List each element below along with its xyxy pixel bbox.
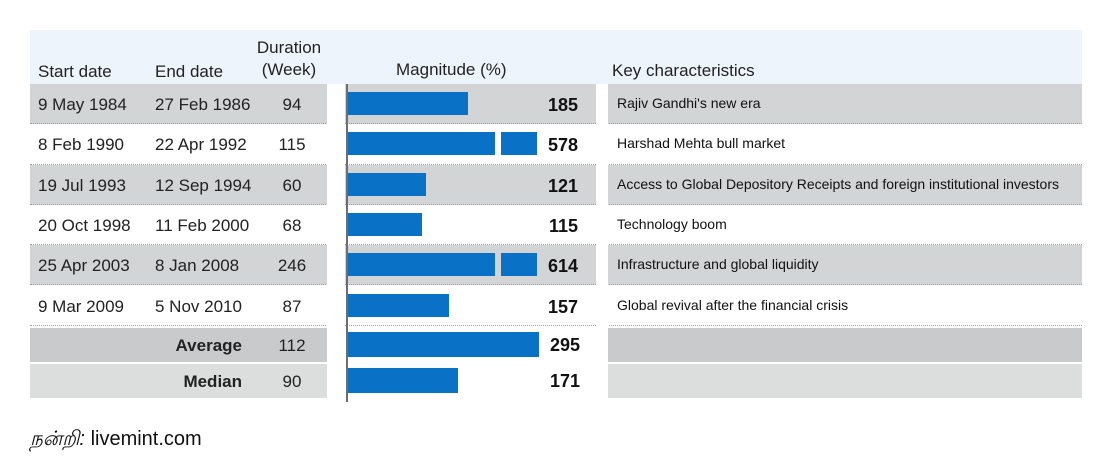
row-3-key-characteristic: Access to Global Depository Receipts and… <box>617 175 1059 192</box>
row-4-end-date: 11 Feb 2000 <box>155 215 250 235</box>
row-1-magnitude-label: 185 <box>547 95 578 115</box>
row-4-duration: 68 <box>282 215 302 235</box>
credit-prefix: நன்றி: <box>30 428 85 450</box>
summary-median-band-left <box>30 363 327 398</box>
summary-median-band-right <box>608 363 1082 398</box>
row-4-key-characteristic: Technology boom <box>617 215 727 232</box>
row-2-duration: 115 <box>278 135 306 155</box>
summary-average-band-right <box>608 327 1082 362</box>
row-2-bar-segment-1 <box>348 132 495 156</box>
row-1-start-date: 9 May 1984 <box>38 95 127 114</box>
row-6-band <box>30 285 1082 326</box>
row-6-bar <box>348 293 449 317</box>
row-5-start-date: 25 Apr 2003 <box>38 256 130 276</box>
row-1-key-characteristic: Rajiv Gandhi's new era <box>617 95 761 111</box>
row-2-end-date: 22 Apr 1992 <box>155 135 247 155</box>
row-1-duration: 94 <box>282 95 302 114</box>
summary-median-label: Median <box>183 371 242 391</box>
row-3-start-date: 19 Jul 1993 <box>38 175 126 195</box>
row-5-band <box>30 245 1082 286</box>
row-5-key-characteristic: Infrastructure and global liquidity <box>617 256 819 273</box>
row-5-duration: 246 <box>277 256 307 276</box>
row-2-band <box>30 124 1082 165</box>
summary-average-duration: 112 <box>278 335 306 355</box>
row-3-band <box>30 164 1082 205</box>
row-3-end-date: 12 Sep 1994 <box>155 175 252 195</box>
header-key-characteristics: Key characteristics <box>612 61 755 80</box>
row-4-magnitude-label: 115 <box>548 215 578 236</box>
row-5-bar-segment-2 <box>501 253 537 277</box>
header-background <box>30 30 1082 84</box>
header-duration-line1: Duration <box>256 38 322 57</box>
summary-average-label: Average <box>175 335 242 355</box>
row-3-magnitude-label: 121 <box>547 175 578 196</box>
summary-average-bar <box>348 331 539 357</box>
header-magnitude: Magnitude (%) <box>396 60 507 79</box>
summary-median-duration: 90 <box>282 371 302 391</box>
row-2-bar-segment-2 <box>501 132 537 156</box>
row-4-start-date: 20 Oct 1998 <box>38 215 131 235</box>
row-6-magnitude-label: 157 <box>547 296 578 317</box>
row-2-magnitude-label: 578 <box>547 135 578 156</box>
row-6-key-characteristic: Global revival after the financial crisi… <box>617 296 849 313</box>
magnitude-baseline <box>346 84 348 402</box>
row-1-band <box>30 84 1082 125</box>
header-duration-line2: (Week) <box>261 60 317 79</box>
credit-source: livemint.com <box>90 428 202 450</box>
row-5-magnitude-label: 614 <box>547 256 578 277</box>
row-3-bar <box>348 172 426 196</box>
row-5-end-date: 8 Jan 2008 <box>155 256 240 276</box>
header-start-date: Start date <box>38 62 112 81</box>
summary-median-bar <box>348 367 458 393</box>
row-2-key-characteristic: Harshad Mehta bull market <box>617 135 786 152</box>
summary-median-magnitude-label: 171 <box>549 370 580 391</box>
row-1-bar <box>348 92 468 115</box>
row-4-band <box>30 204 1082 246</box>
row-4-bar <box>348 212 422 236</box>
row-3-duration: 60 <box>282 175 302 195</box>
row-6-duration: 87 <box>282 296 302 316</box>
summary-average-band-left <box>30 327 327 362</box>
row-1-end-date: 27 Feb 1986 <box>155 95 251 114</box>
row-2-start-date: 8 Feb 1990 <box>38 135 125 155</box>
separator-key <box>596 84 608 402</box>
row-5-bar-segment-1 <box>348 253 495 277</box>
row-6-start-date: 9 Mar 2009 <box>38 296 124 316</box>
row-6-end-date: 5 Nov 2010 <box>155 296 242 316</box>
separator-duration <box>327 84 345 402</box>
credit-line: நன்றி: livemint.com <box>30 428 202 453</box>
summary-average-magnitude-label: 295 <box>549 334 580 355</box>
header-end-date: End date <box>155 62 224 81</box>
